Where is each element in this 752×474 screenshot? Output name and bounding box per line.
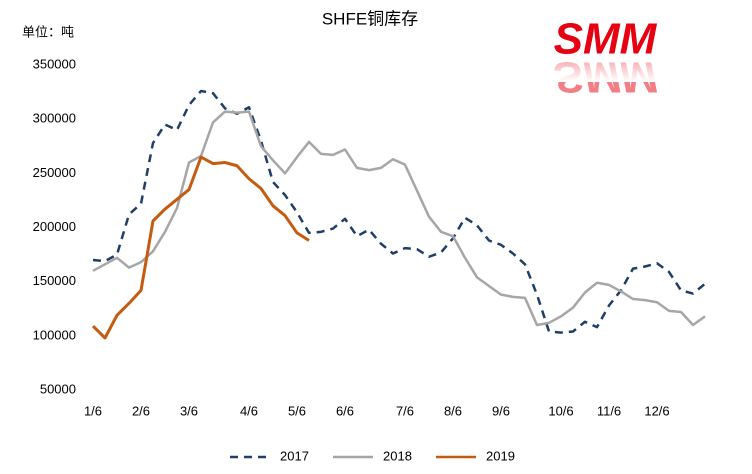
x-tick-label: 5/6 (288, 403, 306, 418)
y-tick-label: 150000 (33, 273, 76, 288)
x-tick-label: 2/6 (132, 403, 150, 418)
y-tick-label: 50000 (40, 381, 76, 396)
x-tick-label: 6/6 (336, 403, 354, 418)
y-tick-label: 100000 (33, 327, 76, 342)
x-tick-label: 1/6 (84, 403, 102, 418)
line-series (92, 89, 706, 334)
line-series (92, 110, 706, 327)
y-tick-label: 300000 (33, 111, 76, 126)
x-tick-label: 3/6 (180, 403, 198, 418)
x-tick-label: 8/6 (444, 403, 462, 418)
line-series (91, 155, 310, 340)
y-tick-label: 250000 (33, 165, 76, 180)
y-tick-label: 200000 (33, 219, 76, 234)
x-tick-label: 4/6 (240, 403, 258, 418)
logo: SMM (554, 15, 658, 64)
chart-title: SHFE铜库存 (322, 9, 418, 28)
x-tick-label: 9/6 (492, 403, 510, 418)
legend-label: 2018 (383, 448, 412, 463)
legend-label: 2017 (280, 448, 309, 463)
legend-label: 2019 (486, 448, 515, 463)
y-tick-label: 350000 (33, 56, 76, 71)
x-tick-label: 10/6 (548, 403, 573, 418)
y-unit-label: 单位：吨 (22, 24, 74, 39)
x-tick-label: 11/6 (597, 403, 621, 418)
logo-fade (520, 58, 690, 82)
x-tick-label: 12/6 (644, 403, 669, 418)
x-tick-label: 7/6 (396, 403, 414, 418)
